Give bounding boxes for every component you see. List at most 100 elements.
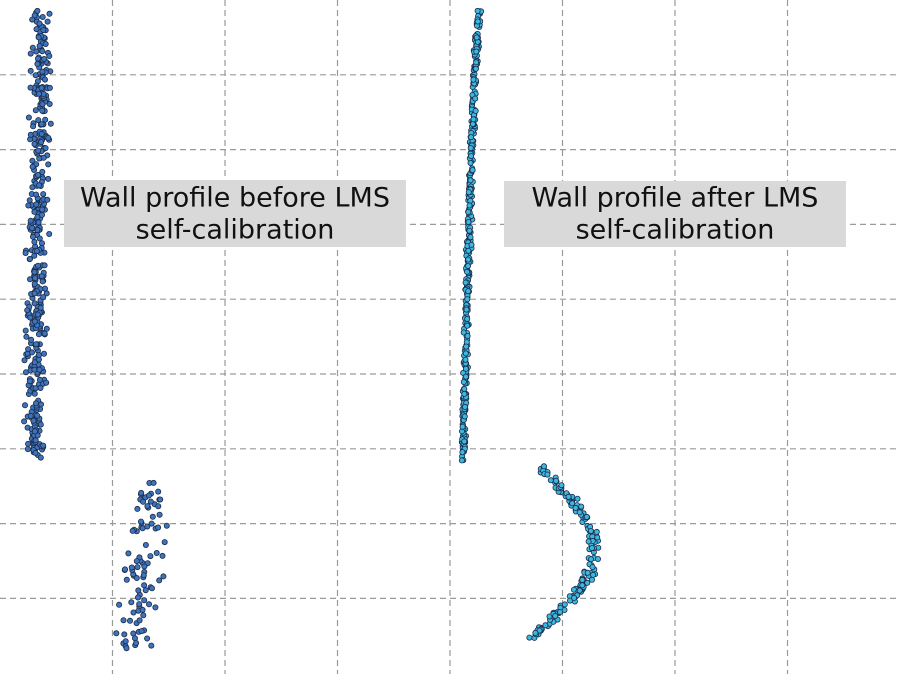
point	[40, 442, 47, 449]
point	[472, 95, 479, 102]
point	[161, 539, 168, 546]
point	[136, 617, 143, 624]
point	[35, 262, 42, 269]
point	[153, 550, 160, 557]
point	[156, 577, 163, 584]
point	[31, 366, 38, 373]
point	[590, 571, 597, 578]
point	[31, 238, 38, 245]
point	[31, 140, 38, 147]
point	[140, 572, 147, 579]
point	[25, 440, 32, 447]
point	[37, 421, 44, 428]
point	[40, 191, 47, 198]
label-box	[64, 180, 406, 247]
point	[142, 587, 149, 594]
point	[34, 311, 41, 318]
point	[113, 630, 120, 637]
point	[130, 609, 137, 616]
point	[36, 90, 43, 97]
point	[29, 184, 36, 191]
point	[463, 268, 470, 275]
point	[553, 477, 560, 484]
point	[462, 373, 469, 380]
point	[39, 13, 46, 20]
point	[36, 366, 43, 373]
point	[571, 594, 578, 601]
point	[552, 613, 559, 620]
point	[459, 449, 466, 456]
point	[39, 48, 46, 55]
point	[27, 67, 34, 74]
point	[159, 552, 166, 559]
point	[33, 400, 40, 407]
point	[464, 322, 471, 329]
point	[461, 385, 468, 392]
point	[474, 18, 481, 25]
point	[22, 249, 29, 256]
point	[145, 492, 152, 499]
point	[37, 454, 44, 461]
point	[133, 575, 140, 582]
point	[122, 638, 129, 645]
point	[29, 16, 36, 23]
point	[33, 26, 40, 33]
point	[141, 582, 148, 589]
point	[42, 116, 49, 123]
point	[31, 208, 38, 215]
point	[34, 432, 41, 439]
point	[40, 27, 47, 34]
point	[44, 196, 51, 203]
point	[141, 597, 148, 604]
point	[25, 346, 32, 353]
label-box	[504, 181, 846, 247]
point	[133, 558, 140, 565]
point	[470, 116, 477, 123]
point	[148, 585, 155, 592]
point	[144, 503, 151, 510]
point	[465, 208, 472, 215]
point	[468, 153, 475, 160]
point	[579, 576, 586, 583]
point	[472, 65, 479, 72]
point	[27, 50, 34, 57]
point	[34, 61, 41, 68]
point	[39, 101, 46, 108]
point	[26, 276, 33, 283]
point	[42, 76, 49, 83]
point	[467, 145, 474, 152]
point	[139, 606, 146, 613]
point	[464, 296, 471, 303]
point	[141, 563, 148, 570]
point	[35, 171, 42, 178]
point	[461, 413, 468, 420]
point	[31, 269, 38, 276]
point	[39, 211, 46, 218]
point	[579, 582, 586, 589]
point	[150, 479, 157, 486]
point	[138, 628, 145, 635]
point	[140, 612, 147, 619]
point	[125, 550, 132, 557]
point	[137, 518, 144, 525]
point	[473, 48, 480, 55]
point	[31, 290, 38, 297]
point	[148, 520, 155, 527]
point	[147, 553, 154, 560]
label-line: Wall profile after LMS	[532, 183, 819, 214]
point	[589, 564, 596, 571]
point	[148, 642, 155, 649]
point	[466, 202, 473, 209]
point	[458, 457, 465, 464]
point	[574, 495, 581, 502]
point	[578, 503, 585, 510]
point-clouds	[21, 7, 602, 652]
point	[33, 201, 40, 208]
point	[462, 279, 469, 286]
point	[30, 417, 37, 424]
point	[27, 84, 34, 91]
point	[28, 349, 35, 356]
point	[38, 85, 45, 92]
point	[557, 609, 564, 616]
